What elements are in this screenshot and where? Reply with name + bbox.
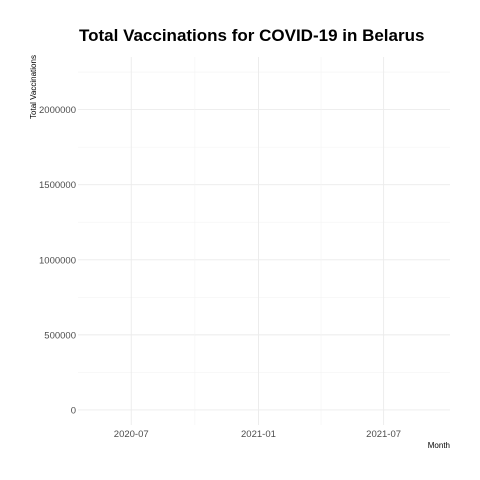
y-axis-label: Total Vaccinations <box>29 55 38 119</box>
x-axis-label: Month <box>428 441 450 450</box>
y-tick-label: 500000 <box>44 330 76 341</box>
x-tick-label: 2021-07 <box>366 429 401 440</box>
y-tick-label: 2000000 <box>39 105 76 116</box>
x-tick-label: 2020-07 <box>114 429 149 440</box>
x-tick-label: 2021-01 <box>241 429 276 440</box>
grid <box>78 57 450 425</box>
tick-labels: 0 500000 1000000 1500000 2000000 2020-07 2021-… <box>39 105 401 440</box>
y-tick-label: 0 <box>71 405 76 416</box>
chart-title: Total Vaccinations for COVID-19 in Belar… <box>79 26 425 45</box>
y-tick-label: 1500000 <box>39 180 76 191</box>
y-tick-label: 1000000 <box>39 255 76 266</box>
